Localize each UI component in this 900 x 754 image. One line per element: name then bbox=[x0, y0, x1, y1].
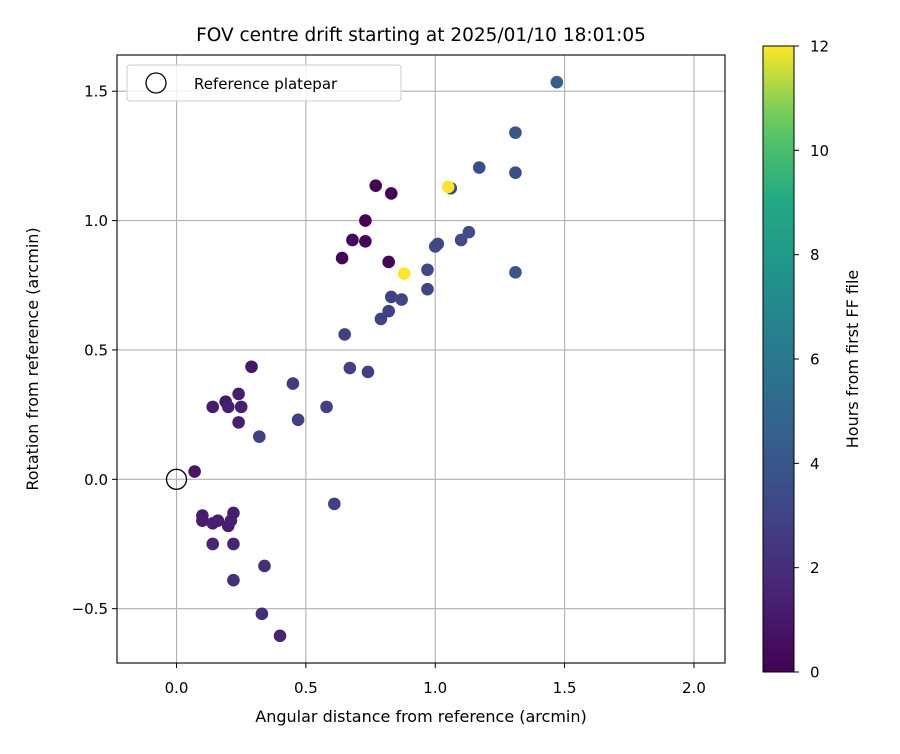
data-point bbox=[462, 225, 476, 239]
data-point bbox=[188, 465, 201, 478]
data-point bbox=[395, 293, 408, 306]
data-point bbox=[421, 282, 434, 296]
data-point bbox=[252, 430, 266, 443]
y-tick-label: 0.0 bbox=[84, 471, 108, 489]
legend: Reference platepar bbox=[126, 64, 402, 102]
reference-platepar-marker bbox=[165, 468, 188, 490]
colorbar: 0 2 4 6 8 10 12 Hours from first FF file bbox=[762, 38, 862, 682]
data-point bbox=[273, 629, 287, 643]
x-tick-label: 2.0 bbox=[682, 679, 706, 697]
data-point bbox=[245, 360, 258, 374]
data-point bbox=[369, 179, 383, 192]
colorbar-tick-label: 12 bbox=[810, 38, 829, 56]
data-point bbox=[397, 267, 411, 280]
x-tick-label: 1.5 bbox=[553, 679, 577, 697]
data-point bbox=[286, 377, 300, 390]
data-point bbox=[472, 161, 486, 174]
data-point bbox=[291, 413, 305, 427]
data-point bbox=[346, 233, 359, 247]
data-point bbox=[384, 290, 398, 304]
data-point bbox=[255, 607, 269, 621]
data-point bbox=[374, 312, 388, 326]
data-point bbox=[232, 416, 245, 429]
data-point bbox=[258, 559, 271, 573]
data-point bbox=[441, 180, 455, 194]
data-point bbox=[343, 361, 357, 375]
data-point bbox=[382, 304, 395, 318]
data-points bbox=[188, 75, 564, 643]
x-tick-label: 0.5 bbox=[294, 679, 318, 697]
y-tick-label: 1.5 bbox=[84, 83, 108, 101]
data-point bbox=[320, 400, 333, 414]
data-point bbox=[221, 400, 235, 414]
x-axis-label: Angular distance from reference (arcmin) bbox=[255, 707, 586, 726]
legend-box bbox=[126, 64, 402, 102]
data-point bbox=[211, 514, 225, 528]
colorbar-tick-label: 10 bbox=[810, 142, 829, 160]
legend-label-reference: Reference platepar bbox=[194, 75, 338, 93]
y-tick-label: 0.5 bbox=[84, 341, 108, 359]
colorbar-gradient bbox=[762, 45, 795, 673]
data-point bbox=[509, 166, 522, 180]
data-point bbox=[232, 387, 245, 401]
data-point bbox=[359, 234, 372, 248]
y-axis-ticks: −0.5 0.0 0.5 1.0 1.5 bbox=[72, 83, 117, 618]
colorbar-ticks: 0 2 4 6 8 10 12 bbox=[794, 38, 829, 682]
data-point bbox=[338, 328, 351, 341]
data-point bbox=[454, 233, 468, 247]
x-tick-label: 1.0 bbox=[423, 679, 447, 697]
data-point bbox=[335, 251, 349, 265]
data-point bbox=[382, 255, 395, 269]
colorbar-tick-label: 6 bbox=[810, 351, 820, 369]
data-point bbox=[431, 237, 445, 251]
colorbar-tick-label: 8 bbox=[810, 246, 820, 264]
colorbar-tick-label: 4 bbox=[810, 455, 820, 473]
data-point bbox=[384, 187, 398, 200]
plot-area-frame bbox=[116, 54, 726, 664]
data-point bbox=[206, 537, 220, 551]
y-axis-label: Rotation from reference (arcmin) bbox=[23, 227, 42, 490]
data-point bbox=[361, 365, 375, 379]
y-tick-label: 1.0 bbox=[84, 212, 108, 230]
data-point bbox=[227, 573, 240, 587]
y-tick-label: −0.5 bbox=[72, 600, 108, 618]
colorbar-label: Hours from first FF file bbox=[843, 270, 862, 449]
chart-title: FOV centre drift starting at 2025/01/10 … bbox=[196, 25, 646, 46]
reference-marker-group bbox=[165, 468, 188, 490]
data-point bbox=[196, 514, 209, 528]
data-point bbox=[206, 400, 220, 414]
data-point bbox=[359, 214, 372, 227]
x-tick-label: 0.0 bbox=[165, 679, 189, 697]
data-point bbox=[224, 514, 238, 528]
data-point bbox=[550, 75, 564, 89]
data-point bbox=[227, 537, 240, 551]
colorbar-tick-label: 0 bbox=[810, 664, 820, 682]
legend-reference-marker bbox=[145, 72, 167, 94]
x-axis-ticks: 0.0 0.5 1.0 1.5 2.0 bbox=[165, 663, 706, 697]
grid-lines bbox=[117, 55, 725, 663]
data-point bbox=[509, 266, 522, 279]
data-point bbox=[234, 400, 248, 414]
data-point bbox=[328, 497, 341, 511]
colorbar-tick-label: 2 bbox=[810, 559, 820, 577]
data-point bbox=[421, 263, 434, 277]
data-point bbox=[509, 126, 522, 139]
